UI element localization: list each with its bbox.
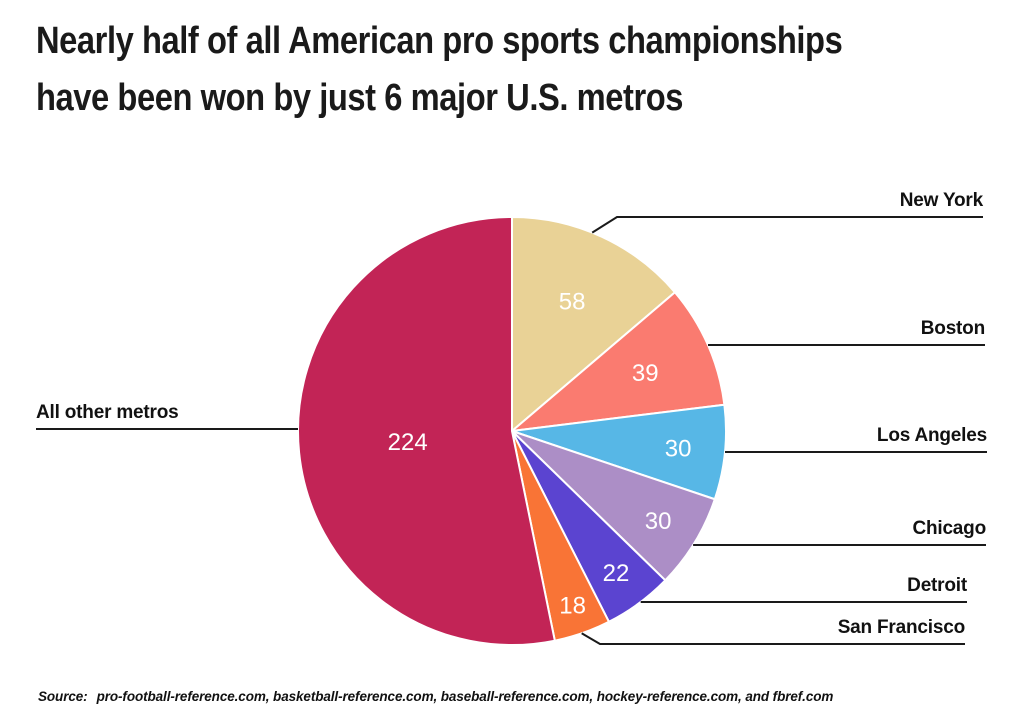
value-label-los-angeles: 30	[665, 435, 692, 462]
page-title-line-2: have been won by just 6 major U.S. metro…	[36, 77, 684, 119]
source-text: pro-football-reference.com, basketball-r…	[96, 689, 834, 704]
source-prefix: Source:	[38, 689, 88, 704]
callout-label-san-francisco: San Francisco	[837, 617, 965, 638]
value-label-chicago: 30	[645, 508, 672, 535]
value-label-new-york: 58	[559, 288, 586, 315]
value-label-all-other-metros: 224	[388, 429, 428, 456]
value-label-detroit: 22	[603, 560, 630, 587]
callout-label-boston: Boston	[920, 318, 985, 339]
callout-label-new-york: New York	[899, 190, 983, 211]
leader-line-san-francisco	[581, 632, 965, 645]
pie-slice-all-other-metros	[297, 216, 556, 646]
pie-slice-boston	[511, 291, 726, 432]
value-label-boston: 39	[632, 360, 659, 387]
callout-label-detroit: Detroit	[907, 575, 967, 596]
source-line: Source: pro-football-reference.com, baske…	[38, 689, 833, 704]
page-title: Nearly half of all American pro sports c…	[36, 13, 843, 127]
callout-label-chicago: Chicago	[912, 518, 986, 539]
callout-label-all-other-metros: All other metros	[36, 402, 179, 423]
pie-slice-new-york	[511, 216, 676, 432]
callout-label-los-angeles: Los Angeles	[876, 425, 987, 446]
value-label-san-francisco: 18	[559, 592, 586, 619]
page-title-line-1: Nearly half of all American pro sports c…	[36, 20, 843, 62]
leader-line-new-york	[591, 216, 983, 234]
